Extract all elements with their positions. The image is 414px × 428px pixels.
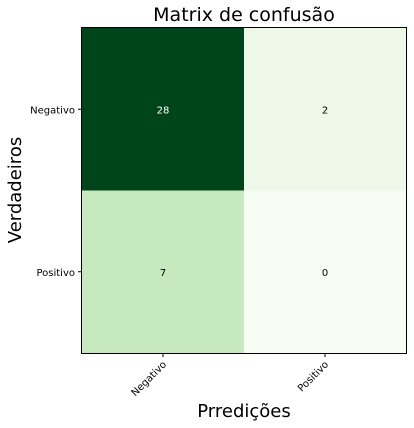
heatmap-cell xyxy=(244,28,406,191)
heatmap-cells: 28 2 7 0 xyxy=(82,28,406,353)
heatmap-cell xyxy=(82,28,244,191)
heatmap-cell xyxy=(82,190,244,353)
y-tick-label: Negativo xyxy=(30,105,75,116)
cell-value-label: 2 xyxy=(322,105,328,116)
x-tick-label: Negativo xyxy=(130,359,169,398)
cell-value-label: 0 xyxy=(322,268,328,279)
cell-value-label: 7 xyxy=(160,268,166,279)
y-tick-label: Positivo xyxy=(36,268,75,279)
x-tick-label: Positivo xyxy=(296,359,331,394)
plot-frame xyxy=(81,27,407,354)
cell-value-label: 28 xyxy=(157,105,170,116)
x-axis-label: Prredições xyxy=(197,401,291,422)
y-axis-label: Verdadeiros xyxy=(5,137,26,243)
chart-title: Matrix de confusão xyxy=(153,4,335,26)
heatmap-cell xyxy=(244,190,406,353)
